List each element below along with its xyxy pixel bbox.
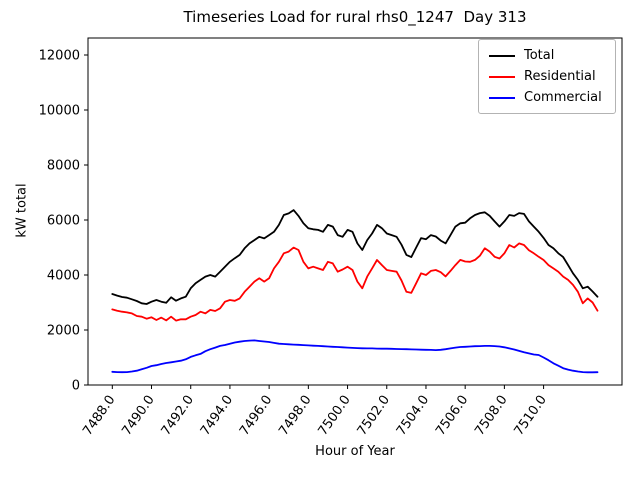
- series-line-commercial: [111, 339, 599, 374]
- y-axis-label: kW total: [14, 183, 30, 238]
- axes-frame: [87, 37, 623, 386]
- y-tick-label: 0: [72, 379, 80, 394]
- x-tick-label: 7496.0: [237, 393, 275, 439]
- y-tick-label: 4000: [47, 268, 80, 283]
- x-tick-label: 7490.0: [119, 393, 157, 439]
- chart-title: Timeseries Load for rural rhs0_1247 Day …: [183, 8, 527, 26]
- x-tick-label: 7506.0: [433, 393, 471, 439]
- x-tick-label: 7498.0: [276, 393, 314, 439]
- x-tick-label: 7504.0: [394, 393, 432, 439]
- legend: Total Residential Commercial: [478, 39, 616, 114]
- x-tick-label: 7492.0: [159, 393, 197, 439]
- legend-label: Total: [524, 48, 555, 63]
- legend-item-commercial: Commercial: [489, 87, 615, 108]
- x-tick-label: 7510.0: [511, 393, 549, 439]
- legend-label: Residential: [524, 69, 596, 84]
- legend-item-residential: Residential: [489, 66, 615, 87]
- series-line-total: [111, 209, 599, 305]
- x-tick-label: 7488.0: [80, 393, 118, 439]
- legend-label: Commercial: [524, 90, 602, 105]
- x-tick-label: 7508.0: [472, 393, 510, 439]
- x-axis-label: Hour of Year: [315, 444, 395, 459]
- y-tick-label: 6000: [47, 213, 80, 228]
- x-tick-label: 7502.0: [355, 393, 393, 439]
- y-tick-label: 12000: [39, 48, 80, 63]
- commercial-line-swatch: [489, 96, 515, 99]
- series-line-residential: [111, 242, 599, 322]
- legend-item-total: Total: [489, 45, 615, 66]
- y-tick-label: 2000: [47, 323, 80, 338]
- x-tick-label: 7500.0: [315, 393, 353, 439]
- x-tick-label: 7494.0: [198, 393, 236, 439]
- y-tick-label: 10000: [39, 103, 80, 118]
- residential-line-swatch: [489, 75, 515, 78]
- y-tick-label: 8000: [47, 158, 80, 173]
- total-line-swatch: [489, 54, 515, 57]
